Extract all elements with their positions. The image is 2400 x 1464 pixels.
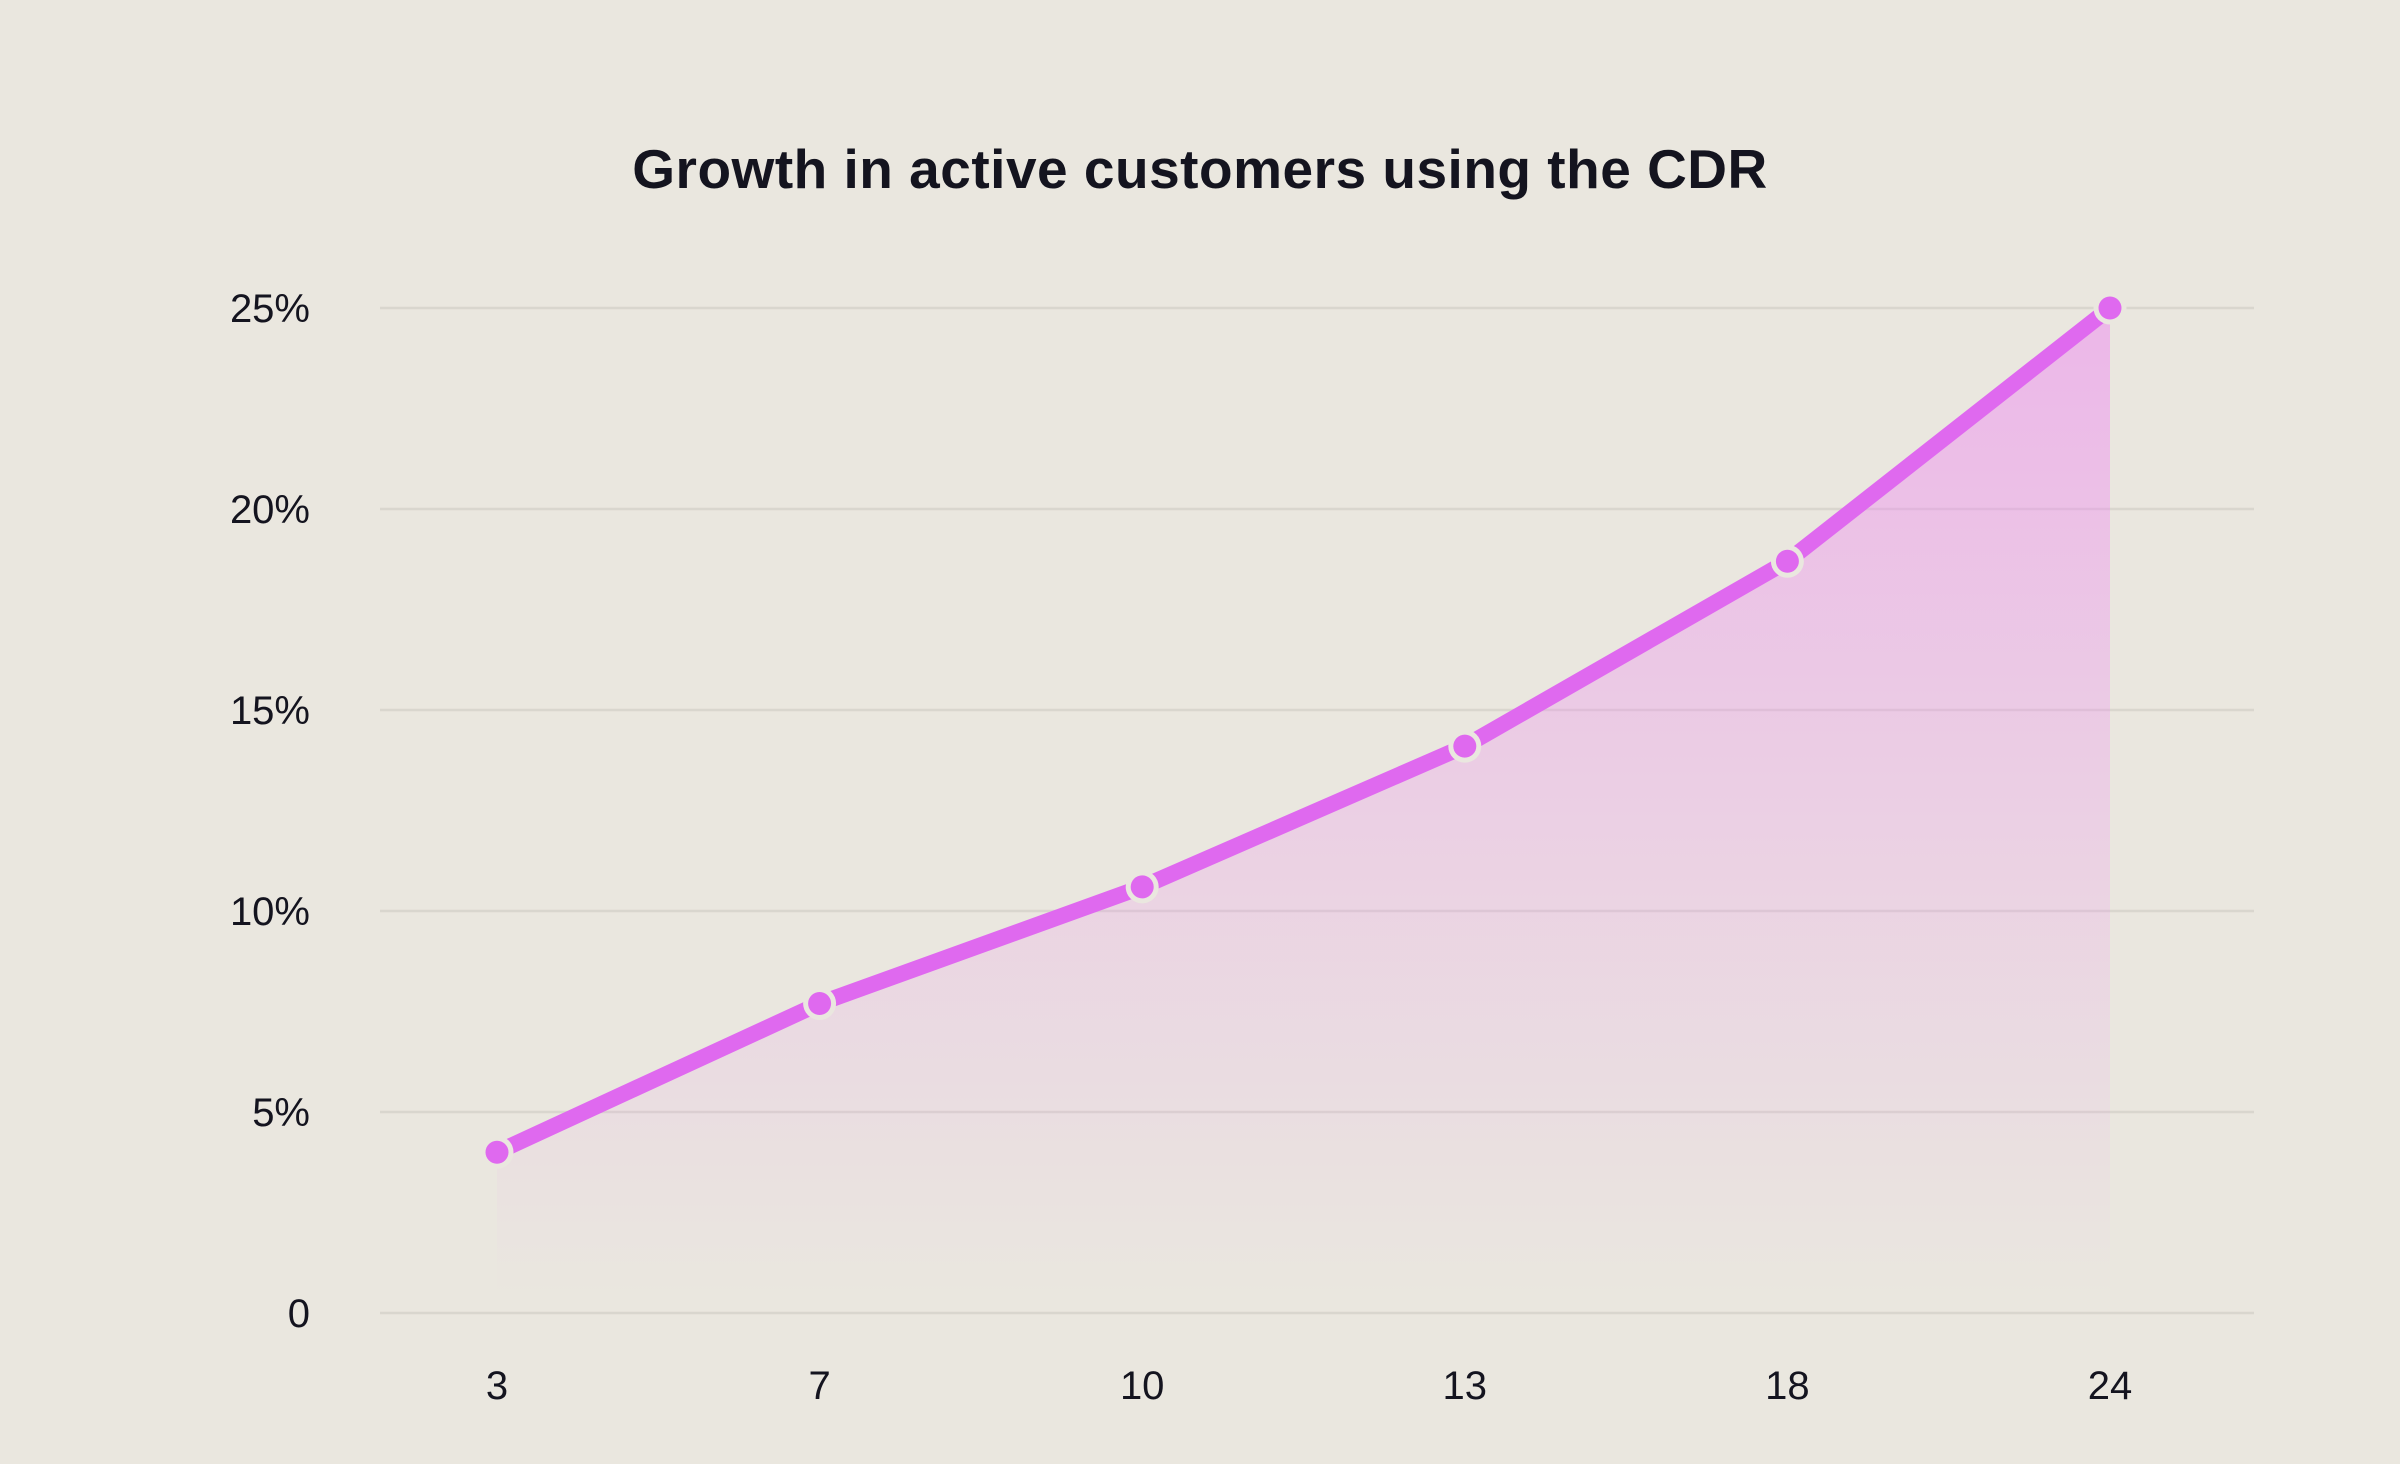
x-axis-tick-label: 3 (486, 1364, 508, 1408)
x-axis-tick-label: 13 (1443, 1364, 1488, 1408)
y-axis-tick-label: 20% (230, 488, 310, 532)
y-axis-tick-label: 25% (230, 287, 310, 331)
data-point-marker (1775, 549, 1799, 573)
data-point-marker (1453, 734, 1477, 758)
chart-title: Growth in active customers using the CDR (632, 138, 1767, 200)
data-point-marker (2098, 296, 2122, 320)
x-axis-tick-label: 7 (808, 1364, 830, 1408)
data-point-marker (808, 991, 832, 1015)
x-axis-tick-label: 10 (1120, 1364, 1165, 1408)
data-point-marker (1130, 875, 1154, 899)
y-axis-tick-label: 5% (252, 1091, 310, 1135)
series-area-fill (497, 308, 2110, 1313)
series-group (480, 291, 2127, 1313)
data-point-marker (485, 1140, 509, 1164)
x-axis-tick-label: 18 (1765, 1364, 1810, 1408)
y-axis-tick-label: 15% (230, 689, 310, 733)
series-line (489, 300, 2118, 1161)
y-axis-tick-label: 0 (288, 1292, 310, 1336)
axis-labels-group: 25% 20% 15% 10% 5% 0 3 7 10 13 18 24 (230, 287, 2132, 1408)
x-axis-tick-label: 24 (2088, 1364, 2133, 1408)
y-axis-tick-label: 10% (230, 890, 310, 934)
